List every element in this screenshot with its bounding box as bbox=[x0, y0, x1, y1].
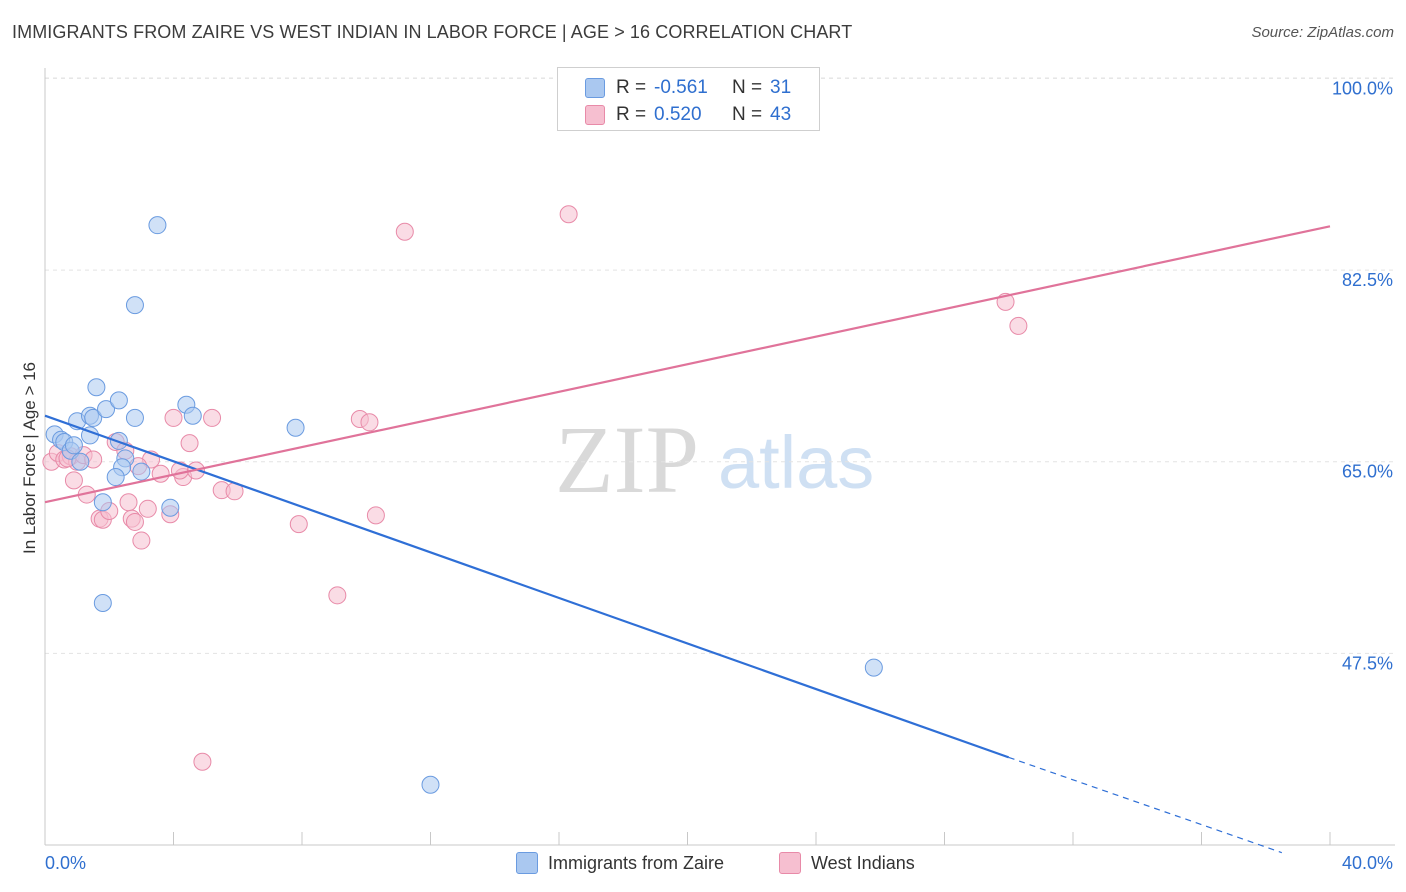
point-zaire bbox=[148, 216, 167, 235]
legend-r-label: R = bbox=[616, 104, 647, 125]
point-west-indians bbox=[193, 752, 212, 771]
trend-line-extension-zaire bbox=[1008, 756, 1283, 854]
legend-r-label: R = bbox=[616, 77, 647, 98]
legend-n-label: N = bbox=[732, 104, 763, 125]
legend-n-label: N = bbox=[732, 77, 763, 98]
legend-n-value: 31 bbox=[770, 77, 792, 98]
bottom-legend-swatch-west-indians bbox=[779, 852, 801, 875]
x-tick-label: 40.0% bbox=[1342, 853, 1393, 873]
point-zaire bbox=[125, 296, 144, 315]
point-west-indians bbox=[395, 222, 414, 241]
trend-line-zaire bbox=[44, 414, 1010, 759]
legend-n-value: 43 bbox=[770, 104, 792, 125]
bottom-legend-swatch-zaire bbox=[516, 852, 538, 875]
legend-swatch-west-indians bbox=[585, 105, 605, 125]
point-zaire bbox=[125, 408, 144, 427]
bottom-legend-west-indians: West Indians bbox=[779, 852, 915, 875]
point-zaire bbox=[132, 462, 151, 481]
point-west-indians bbox=[164, 408, 183, 427]
point-west-indians bbox=[132, 531, 151, 550]
point-zaire bbox=[864, 658, 883, 677]
x-tick-label: 0.0% bbox=[45, 853, 86, 873]
legend-row-west-indians: R = 0.520 N = 43 bbox=[558, 101, 819, 129]
point-west-indians bbox=[119, 493, 138, 512]
point-zaire bbox=[71, 452, 90, 471]
point-west-indians bbox=[328, 586, 347, 605]
point-west-indians bbox=[180, 434, 199, 453]
point-west-indians bbox=[360, 413, 379, 432]
point-west-indians bbox=[366, 506, 385, 525]
watermark-atlas: atlas bbox=[718, 421, 874, 504]
legend-row-zaire: R = -0.561 N = 31 bbox=[558, 74, 819, 102]
point-west-indians bbox=[64, 471, 83, 490]
point-zaire bbox=[183, 406, 202, 425]
chart-title: IMMIGRANTS FROM ZAIRE VS WEST INDIAN IN … bbox=[12, 22, 853, 42]
point-zaire bbox=[93, 593, 112, 612]
point-zaire bbox=[161, 498, 180, 517]
point-west-indians bbox=[559, 205, 578, 224]
legend-swatch-zaire bbox=[585, 78, 605, 98]
point-west-indians bbox=[1009, 316, 1028, 335]
point-west-indians bbox=[138, 499, 157, 518]
bottom-legend-zaire: Immigrants from Zaire bbox=[516, 852, 725, 875]
point-zaire bbox=[106, 468, 125, 487]
y-tick-label: 82.5% bbox=[1342, 270, 1393, 290]
point-zaire bbox=[64, 436, 83, 455]
watermark-zip: ZIP bbox=[555, 406, 699, 513]
legend-r-value: -0.561 bbox=[654, 77, 708, 98]
bottom-legend-label: West Indians bbox=[811, 852, 915, 873]
point-zaire bbox=[87, 378, 106, 397]
legend-r-value: 0.520 bbox=[654, 104, 702, 125]
point-west-indians bbox=[125, 512, 144, 531]
point-zaire bbox=[84, 408, 103, 427]
point-zaire bbox=[97, 400, 116, 419]
source-note: Source: ZipAtlas.com bbox=[1251, 24, 1394, 41]
point-zaire bbox=[93, 493, 112, 512]
point-west-indians bbox=[289, 515, 308, 534]
bottom-legend-label: Immigrants from Zaire bbox=[548, 852, 725, 873]
point-zaire bbox=[286, 418, 305, 437]
correlation-legend: R = -0.561 N = 31 R = 0.520 N = 43 bbox=[557, 67, 820, 131]
trend-line-west-indians bbox=[44, 225, 1331, 504]
y-tick-label: 65.0% bbox=[1342, 462, 1393, 482]
point-zaire bbox=[109, 391, 128, 410]
y-tick-label: 100.0% bbox=[1332, 78, 1393, 98]
point-west-indians bbox=[203, 408, 222, 427]
point-zaire bbox=[421, 775, 440, 794]
y-tick-label: 47.5% bbox=[1342, 653, 1393, 673]
